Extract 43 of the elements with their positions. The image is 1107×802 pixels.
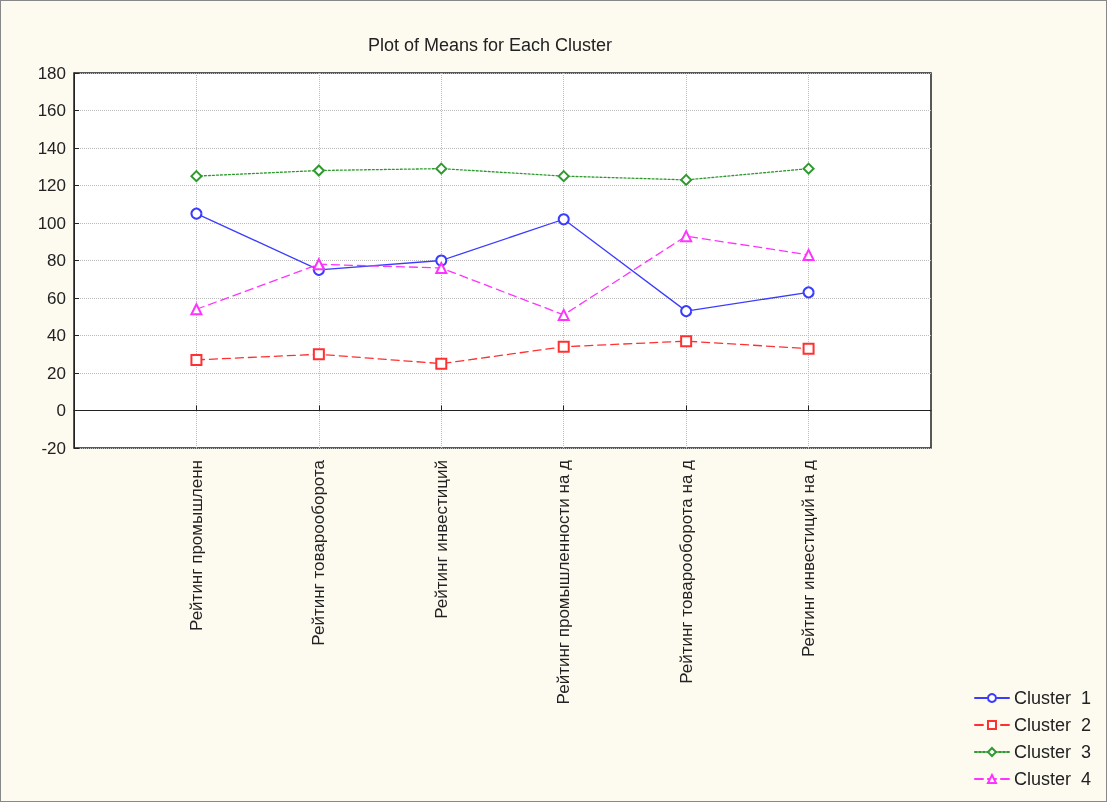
point	[557, 213, 570, 226]
y-tick-label: 40	[47, 326, 66, 345]
y-tick-label: 20	[47, 363, 66, 383]
y-tick-label: 100	[37, 213, 66, 233]
legend-label: Cluster 4	[1013, 769, 1091, 789]
point	[312, 258, 325, 271]
point	[190, 353, 203, 366]
legend-label: Cluster 3	[1013, 742, 1091, 762]
y-tick-label: 180	[37, 63, 66, 83]
point	[557, 308, 570, 321]
point	[680, 173, 693, 186]
y-tick-label: 160	[37, 101, 66, 120]
x-tick-label: Рейтинг промышленн	[186, 460, 206, 631]
x-tick-label: Рейтинг инвестиций на д	[799, 459, 819, 658]
point	[680, 335, 693, 348]
y-tick-label: 120	[37, 176, 66, 195]
point	[680, 230, 693, 243]
point	[190, 303, 203, 316]
point	[312, 348, 325, 361]
point	[557, 340, 570, 353]
y-tick-label: 140	[37, 138, 66, 158]
point	[680, 305, 693, 318]
y-tick-label: -20	[41, 438, 66, 458]
point	[802, 248, 815, 261]
y-tick-label: 60	[47, 288, 66, 308]
point	[802, 162, 815, 175]
x-tick-label: Рейтинг товарооборота	[309, 459, 329, 646]
point	[435, 357, 448, 370]
chart-title: Plot of Means for Each Cluster	[367, 35, 613, 55]
y-tick-label: 0	[56, 401, 66, 420]
point	[312, 164, 325, 177]
y-tick-label: 80	[47, 251, 66, 270]
point	[557, 170, 570, 183]
legend-label: Cluster 1	[1013, 688, 1091, 708]
point	[190, 207, 203, 220]
point	[435, 162, 448, 175]
legend-label: Cluster 2	[1013, 715, 1091, 735]
x-tick-label: Рейтинг промышленности на д	[554, 459, 574, 705]
x-tick-label: Рейтинг товарооборота на д	[676, 459, 696, 684]
point	[802, 342, 815, 355]
point	[190, 170, 203, 183]
x-tick-label: Рейтинг инвестиций	[431, 460, 451, 619]
point	[802, 286, 815, 299]
